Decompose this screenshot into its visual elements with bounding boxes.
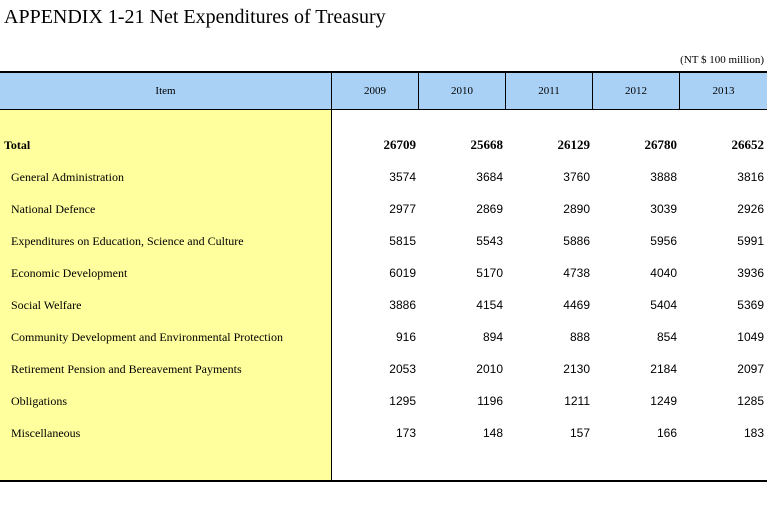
value-2011: 2890 [563,202,590,216]
value-2010: 4154 [476,298,503,312]
value-2013: 1049 [737,330,764,344]
value-2012: 2184 [650,362,677,376]
value-2012: 166 [656,426,677,440]
table-row: Miscellaneous 173 148 157 166 183 [0,417,767,449]
row-label: General Administration [11,170,124,184]
value-2009: 1295 [389,394,416,408]
value-2009: 2053 [389,362,416,376]
column-divider [418,73,419,110]
value-2010: 894 [482,330,503,344]
value-2013: 183 [743,426,764,440]
table-row: Retirement Pension and Bereavement Payme… [0,353,767,385]
value-2010: 2010 [476,362,503,376]
value-2011: 4738 [563,266,590,280]
value-2011: 1211 [564,394,590,408]
table-bottom-rule [0,480,767,482]
total-row: Total 26709 25668 26129 26780 26652 [0,129,767,161]
value-2009: 3886 [389,298,416,312]
value-2010: 25668 [470,137,504,152]
table-header [0,73,767,110]
table-row: Community Development and Environmental … [0,321,767,353]
page-title: APPENDIX 1-21 Net Expenditures of Treasu… [4,6,386,28]
row-label: Total [4,138,31,152]
header-2010: 2010 [451,85,473,97]
column-divider [592,73,593,110]
row-label: National Defence [11,202,96,216]
row-label: Economic Development [11,266,128,280]
table-row: General Administration 3574 3684 3760 3888 38… [0,161,767,193]
row-label: Expenditures on Education, Science and C… [11,234,244,248]
unit-label: (NT $ 100 million) [680,54,764,66]
row-label: Retirement Pension and Bereavement Payme… [11,362,242,376]
value-2009: 6019 [389,266,416,280]
header-item: Item [155,85,176,97]
value-2010: 1196 [477,394,503,408]
table-row: Obligations 1295 1196 1211 1249 1285 [0,385,767,417]
value-2011: 2130 [563,362,590,376]
value-2013: 3936 [737,266,764,280]
value-2010: 148 [482,426,503,440]
table-row: National Defence 2977 2869 2890 3039 2926 [0,193,767,225]
value-2009: 2977 [389,202,416,216]
value-2011: 26129 [557,137,591,152]
value-2011: 5886 [563,234,590,248]
value-2012: 3888 [650,170,677,184]
column-divider [505,73,506,110]
value-2009: 916 [395,330,416,344]
value-2009: 3574 [389,170,416,184]
value-2011: 888 [569,330,590,344]
value-2012: 26780 [644,137,678,152]
value-2010: 2869 [476,202,503,216]
value-2011: 157 [569,426,590,440]
value-2012: 4040 [650,266,677,280]
expenditure-table: Item 2009 2010 2011 2012 2013 Total 26709… [0,71,767,482]
row-label: Obligations [11,394,67,408]
value-2012: 5956 [650,234,677,248]
value-2013: 5991 [737,234,764,248]
table-row: Expenditures on Education, Science and C… [0,225,767,257]
value-2013: 2097 [737,362,764,376]
row-label: Social Welfare [11,298,82,312]
value-2013: 5369 [737,298,764,312]
value-2013: 2926 [737,202,764,216]
header-2011: 2011 [538,85,560,97]
value-2012: 1249 [650,394,677,408]
column-divider [331,73,332,480]
value-2009: 173 [395,426,416,440]
value-2012: 854 [656,330,677,344]
header-2009: 2009 [364,85,386,97]
value-2010: 5543 [476,234,503,248]
value-2011: 4469 [563,298,590,312]
value-2013: 3816 [737,170,764,184]
value-2012: 5404 [650,298,677,312]
row-label: Miscellaneous [11,426,81,440]
table-row: Economic Development 6019 5170 4738 4040 3936 [0,257,767,289]
value-2009: 26709 [383,137,417,152]
header-2012: 2012 [625,85,647,97]
value-2012: 3039 [650,202,677,216]
value-2013: 26652 [731,137,765,152]
value-2009: 5815 [389,234,416,248]
value-2010: 5170 [476,266,503,280]
value-2010: 3684 [476,170,503,184]
value-2013: 1285 [737,394,764,408]
value-2011: 3760 [563,170,590,184]
row-label: Community Development and Environmental … [11,330,283,344]
table-top-rule [0,71,767,73]
item-column-shading [0,110,331,480]
column-divider [679,73,680,110]
table-row: Social Welfare 3886 4154 4469 5404 5369 [0,289,767,321]
header-2013: 2013 [712,85,735,97]
